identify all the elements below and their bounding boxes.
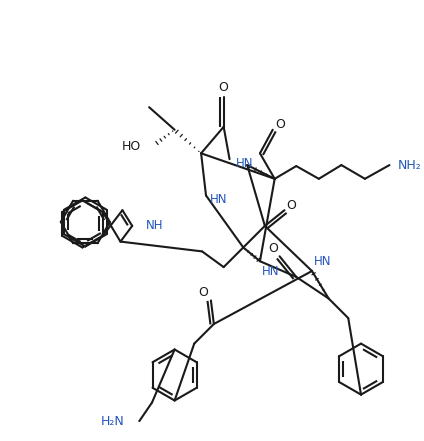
Text: HN: HN: [314, 255, 332, 268]
Text: O: O: [268, 242, 278, 255]
Text: HO: HO: [122, 140, 141, 153]
Text: HN: HN: [210, 193, 227, 206]
Text: NH₂: NH₂: [397, 159, 421, 172]
Text: O: O: [219, 81, 229, 94]
Text: HN: HN: [262, 265, 279, 277]
Text: O: O: [198, 286, 208, 299]
Text: HN: HN: [235, 157, 253, 170]
Text: H₂N: H₂N: [101, 415, 125, 428]
Text: O: O: [287, 199, 296, 212]
Text: NH: NH: [146, 219, 164, 232]
Text: O: O: [276, 118, 285, 131]
